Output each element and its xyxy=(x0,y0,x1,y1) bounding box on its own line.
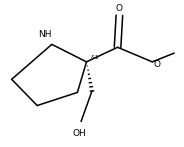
Text: &1: &1 xyxy=(91,55,100,60)
Text: NH: NH xyxy=(38,30,51,39)
Text: OH: OH xyxy=(72,129,86,138)
Text: O: O xyxy=(116,4,123,13)
Text: O: O xyxy=(154,60,161,69)
